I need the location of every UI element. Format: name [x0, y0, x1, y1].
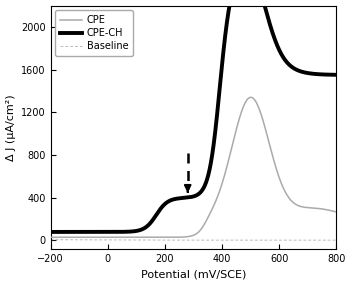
X-axis label: Potential (mV/SCE): Potential (mV/SCE) — [141, 269, 246, 280]
Y-axis label: Δ J (μA/cm²): Δ J (μA/cm²) — [6, 94, 15, 161]
Legend: CPE, CPE-CH, Baseline: CPE, CPE-CH, Baseline — [55, 11, 133, 56]
